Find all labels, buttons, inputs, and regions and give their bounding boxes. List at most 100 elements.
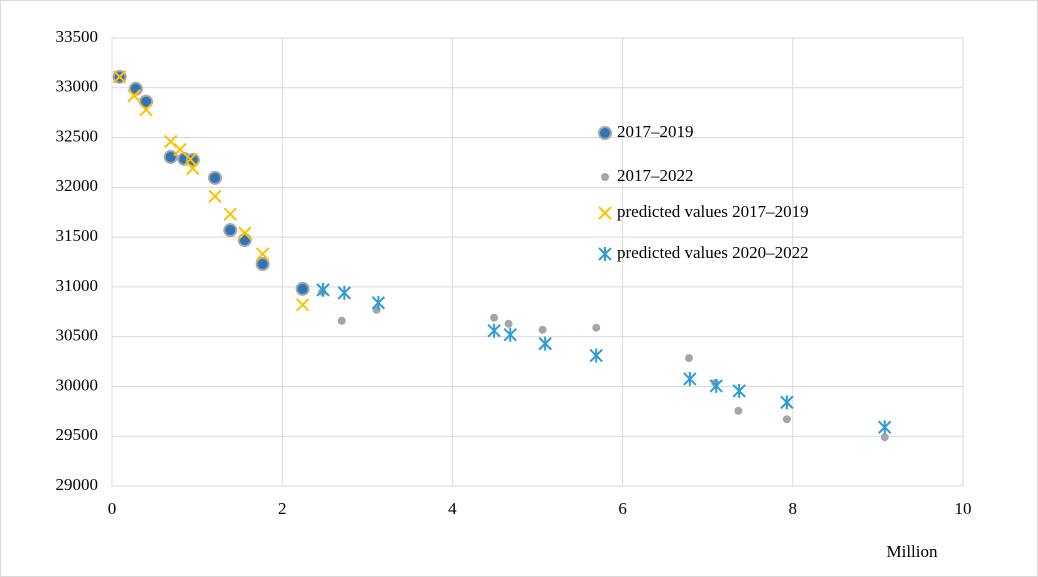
marker-dot: [538, 325, 547, 334]
marker-dot: [782, 415, 791, 424]
marker: [504, 319, 513, 328]
marker: [183, 152, 197, 167]
marker: [684, 354, 693, 363]
marker-dot: [601, 173, 609, 181]
marker: [295, 281, 310, 296]
legend-entry: 2017–2022: [601, 166, 694, 185]
marker-circle: [295, 281, 310, 296]
marker: [237, 233, 252, 248]
marker-dot: [592, 323, 601, 332]
marker: [503, 327, 517, 342]
y-tick-label: 33500: [56, 27, 99, 46]
marker-stroke: [208, 189, 222, 204]
x-tick-label: 8: [789, 499, 798, 518]
marker-stroke: [598, 206, 612, 220]
marker-circle: [255, 256, 270, 271]
marker: [734, 406, 743, 415]
marker-stroke: [183, 152, 197, 167]
x-tick-label: 2: [278, 499, 287, 518]
marker-stroke: [238, 226, 252, 240]
marker: [173, 142, 187, 157]
marker: [732, 383, 746, 398]
y-tick-label: 29000: [56, 475, 99, 494]
y-tick-label: 33000: [56, 77, 99, 96]
legend-entry: predicted values 2020–2022: [598, 243, 809, 262]
x-tick-label: 0: [108, 499, 117, 518]
marker: [139, 102, 153, 117]
marker: [255, 247, 270, 261]
marker: [490, 313, 499, 322]
marker-circle: [207, 170, 222, 185]
marker: [782, 415, 791, 424]
marker: [878, 420, 892, 435]
marker: [709, 378, 723, 393]
marker: [112, 70, 127, 84]
y-tick-label: 30000: [56, 375, 99, 394]
marker: [487, 323, 501, 338]
x-axis-label: Million: [886, 542, 938, 561]
marker: [163, 149, 178, 164]
marker: [207, 170, 222, 185]
x-tick-label: 10: [955, 499, 972, 518]
marker: [255, 256, 270, 271]
marker: [127, 89, 141, 103]
y-tick-label: 30500: [56, 326, 99, 345]
marker: [223, 223, 238, 238]
marker: [780, 395, 794, 410]
x-tick-label: 6: [618, 499, 627, 518]
marker: [208, 189, 222, 204]
marker-stroke: [173, 142, 187, 157]
marker-stroke: [255, 247, 270, 261]
marker-stroke: [112, 70, 127, 84]
marker: [186, 161, 200, 176]
marker: [598, 126, 612, 140]
marker-circle: [185, 152, 200, 167]
marker: [223, 207, 237, 221]
marker-stroke: [223, 207, 237, 221]
marker-dot: [504, 319, 513, 328]
marker-stroke: [295, 298, 310, 312]
marker-dot: [684, 354, 693, 363]
marker-dot: [880, 433, 889, 442]
marker: [238, 226, 252, 240]
marker: [598, 206, 612, 220]
marker: [538, 336, 552, 351]
marker-dot: [490, 313, 499, 322]
marker: [295, 298, 310, 312]
marker-circle: [237, 233, 252, 248]
legend-label: predicted values 2020–2022: [617, 243, 809, 262]
y-tick-label: 31500: [56, 226, 99, 245]
marker: [598, 247, 612, 261]
marker: [589, 348, 603, 363]
legend-entry: 2017–2019: [598, 122, 694, 141]
marker-circle: [163, 149, 178, 164]
x-tick-label: 4: [448, 499, 457, 518]
marker: [337, 285, 352, 300]
legend-label: 2017–2019: [617, 122, 694, 141]
marker-stroke: [127, 89, 141, 103]
y-tick-label: 31000: [56, 276, 99, 295]
legend-entry: predicted values 2017–2019: [598, 202, 809, 221]
y-tick-label: 32000: [56, 176, 99, 195]
marker-stroke: [164, 134, 178, 149]
marker-circle: [223, 223, 238, 238]
legend-label: predicted values 2017–2019: [617, 202, 809, 221]
marker: [592, 323, 601, 332]
y-tick-label: 32500: [56, 126, 99, 145]
marker-circle: [598, 126, 612, 140]
marker: [538, 325, 547, 334]
marker: [683, 371, 697, 386]
marker: [371, 295, 386, 310]
marker: [337, 316, 346, 325]
marker-stroke: [139, 102, 153, 117]
y-tick-label: 29500: [56, 425, 99, 444]
marker-dot: [337, 316, 346, 325]
marker: [601, 173, 609, 181]
legend-label: 2017–2022: [617, 166, 694, 185]
marker-dot: [734, 406, 743, 415]
marker: [880, 433, 889, 442]
marker: [185, 152, 200, 167]
marker-stroke: [186, 161, 200, 176]
